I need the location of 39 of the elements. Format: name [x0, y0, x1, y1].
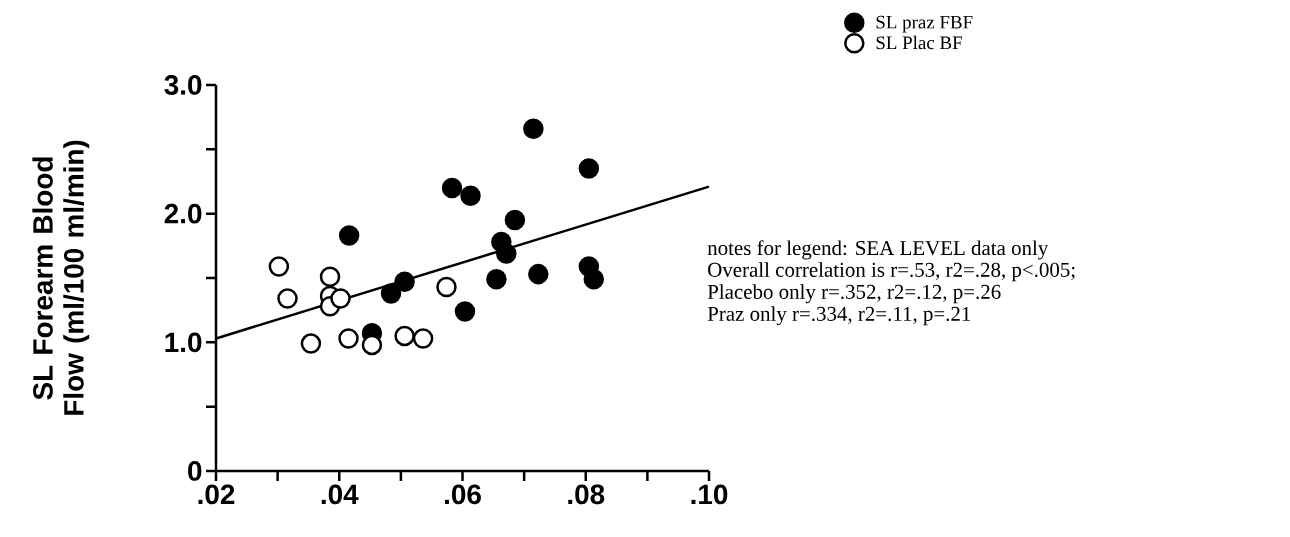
point [300, 333, 322, 354]
point [394, 325, 415, 347]
point [338, 225, 360, 246]
x-tick-label: .06 [445, 484, 481, 505]
annotation: Praz only r=.334, r2=.11, p=.21 [707, 306, 971, 326]
point [486, 269, 507, 290]
point [268, 256, 290, 277]
y-axis-title: SL Forearm Blood Flow (ml/100 ml/min) [32, 140, 90, 415]
point [277, 288, 298, 309]
point [496, 243, 517, 264]
point [454, 301, 476, 322]
legend-label: SL praz FBF [876, 15, 973, 33]
x-tick-label: .10 [691, 484, 728, 505]
point [523, 118, 544, 139]
point [460, 185, 481, 206]
annotation: notes for legend: SEA LEVEL data only [707, 240, 1049, 260]
point [338, 328, 359, 349]
point [528, 263, 549, 285]
point [394, 271, 415, 293]
point [436, 276, 457, 298]
point [380, 283, 402, 304]
point [319, 266, 341, 287]
point [583, 269, 605, 290]
y-tick-label: 0 [188, 461, 202, 481]
y-tick-label: 2.0 [164, 203, 202, 224]
x-tick-label: .08 [568, 484, 605, 505]
annotation: Placebo only r=.352, r2=.12, p=.26 [707, 284, 1001, 304]
point [361, 334, 383, 356]
point [330, 288, 351, 309]
y-tick-label: 1.0 [165, 332, 202, 353]
annotation: Overall correlation is r=.53, r2=.28, p<.005; [708, 262, 1075, 282]
point [412, 328, 434, 349]
point [504, 209, 526, 231]
y-tick-label: 3.0 [164, 75, 202, 95]
point [578, 158, 600, 179]
point [441, 177, 463, 199]
x-tick-label: .04 [321, 484, 359, 505]
legend-label: SL Plac BF [876, 35, 962, 50]
x-tick-label: .02 [198, 484, 235, 505]
